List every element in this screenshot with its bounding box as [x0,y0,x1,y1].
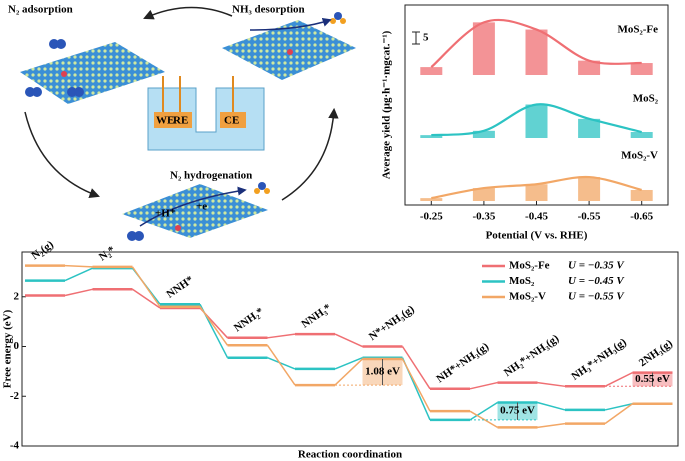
electrode-label: CE [224,115,239,127]
connector [131,266,161,308]
x-axis-title: Reaction coordination [298,449,402,461]
plot-frame [21,251,679,447]
bar [630,63,653,75]
connector [604,371,633,387]
connector [266,344,296,386]
x-axis-title: Potential (V vs. RHE) [486,230,588,242]
x-tick-label: -0.35 [472,211,495,223]
fit-curve [430,18,642,68]
x-tick-label: -0.45 [525,211,548,223]
y-axis-title: Average yield (μg·h⁻¹·mgcat.⁻¹) [381,30,393,179]
scale-bar [412,31,420,45]
series-label: MoS₂-Fe [617,24,658,36]
connector [469,381,498,390]
y-tick-label: 0 [14,340,20,352]
schematic: N₂ adsorption NH₃ desorption N₂ hydrogen… [8,4,356,241]
connector [401,346,431,390]
x-tick-label: -0.25 [420,211,443,223]
connector [537,381,566,388]
state-label: NNH* [164,273,196,300]
barrier-label: 0.75 eV [500,405,535,417]
connector [199,306,229,346]
bar [630,189,653,201]
connector [64,288,93,297]
connector [537,401,566,411]
state-label: N₂(g) [29,238,56,262]
x-tick-label: -0.55 [578,211,601,223]
bar [525,184,548,201]
connector [267,357,296,370]
step-label: NH₃ desorption [232,4,305,16]
barrier-label: 1.08 eV [365,366,400,378]
connector [334,333,363,348]
state-label: NNH₃* [299,301,334,330]
connector [401,358,431,412]
connector [537,422,566,429]
y-axis-title: Free energy (eV) [2,309,14,388]
legend-label: MoS₂-V [509,291,546,303]
connector [64,264,93,268]
x-tick-label: -0.65 [630,211,653,223]
state-label: NNH₂* [232,305,267,334]
fit-curve [431,175,642,200]
reagent: +e [196,201,207,213]
catalyst-sheet [122,184,268,238]
bar [472,22,495,75]
connector [64,267,93,282]
barrier-label: 0.55 eV [635,373,670,385]
bar [578,118,601,138]
bar [525,29,548,76]
bar [630,132,653,138]
connector [334,358,364,386]
connector [469,410,498,428]
electrode-label: WE [156,115,174,127]
catalyst-sheet [20,42,165,104]
scale-bar-label: 5 [423,32,429,44]
state-label: 2NH₃(g) [637,337,675,369]
fit-curve [431,103,642,137]
step-label: N₂ adsorption [8,4,73,16]
legend-potential: U = −0.35 V [568,260,625,272]
connector [267,333,296,339]
bar [525,104,548,138]
cell [147,76,265,151]
legend-label: MoS₂-Fe [509,260,550,272]
connector [132,288,161,309]
bar [420,67,443,75]
connector [604,402,633,411]
connector [604,403,633,425]
legend-potential: U = −0.55 V [568,291,625,303]
bar [578,60,601,75]
step-label: N₂ hydrogenation [170,170,252,182]
bar [472,130,495,138]
connector [469,401,498,421]
series-label: MoS₂-V [621,150,658,162]
y-tick-label: -2 [10,390,20,402]
state-label: NH₃*+NH₃(g) [569,336,629,383]
y-tick-label: 2 [14,290,20,302]
bar [420,135,443,138]
electrode-label: RE [173,115,188,127]
connector [334,357,363,370]
state-label: NH₂*+NH₃(g) [502,332,562,379]
series-label: MoS₂ [633,93,659,105]
state-label: N*+NH₃(g) [367,303,417,343]
bar [420,198,443,201]
state-label: N₂* [97,244,118,264]
y-tick-label: -4 [10,440,20,452]
n2-molecules [25,39,144,241]
bar [472,188,495,201]
reagent: +H⁺ [155,208,176,220]
legend-label: MoS₂ [509,275,535,287]
legend-potential: U = −0.45 V [568,275,625,287]
bar [578,177,601,201]
state-label: NH*+NH₃(g) [434,340,491,385]
